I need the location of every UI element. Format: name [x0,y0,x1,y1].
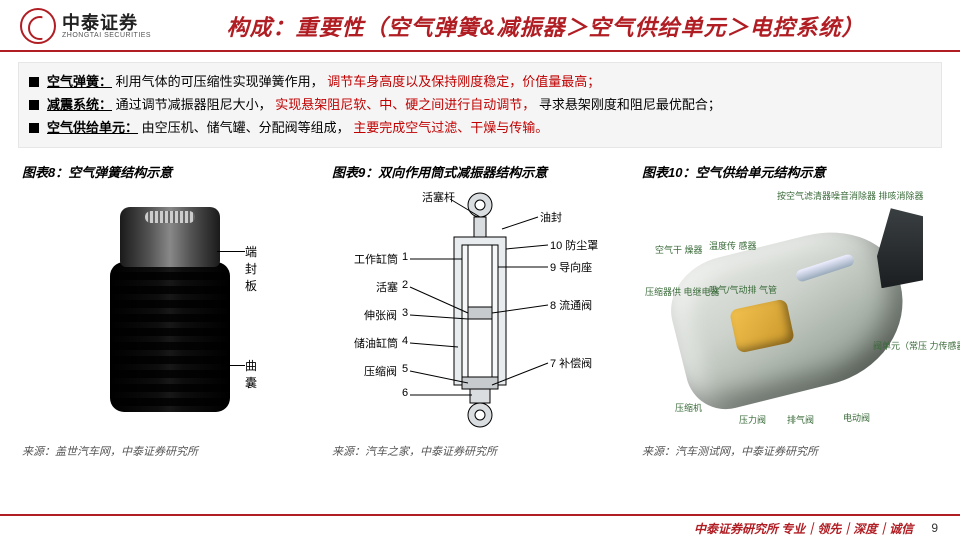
bullet-text-red: 主要完成空气过滤、干燥与传输。 [353,120,548,135]
bullet-text-red: 调节车身高度以及保持刚度稳定，价值量最高； [327,74,600,89]
damper-num: 3 [402,307,408,319]
bullet-item: 空气弹簧： 利用气体的可压缩性实现弹簧作用， 调节车身高度以及保持刚度稳定，价值… [29,71,931,94]
spring-slot [145,211,195,223]
bullet-text-red: 实现悬架阻尼软、中、硬之间进行自动调节， [275,97,535,112]
bullet-text: 由空压机、储气罐、分配阀等组成， [142,120,350,135]
supply-label: 空气干 燥器 [655,246,703,256]
figure-title: 图表8：空气弹簧结构示意 [22,162,318,181]
figure-body: 活塞杆 油封 工作缸筒 活塞 伸张阀 储油缸筒 压缩阀 1 2 3 4 5 6 … [332,187,628,437]
footer-motto: 中泰证券研究所 专业｜领先｜深度｜诚信 [694,520,913,537]
damper-label: 9 导向座 [550,259,592,275]
supply-label: 压力阀 [739,416,766,426]
bullet-label: 空气弹簧： [47,74,112,89]
damper-num: 2 [402,279,408,291]
damper-label: 7 补偿阀 [550,355,592,371]
logo-icon [20,8,56,44]
bullet-square-icon [29,100,39,110]
figure-10: 图表10：空气供给单元结构示意 按空气滤清器噪音消除器 排咳消除器 空气干 燥器… [642,158,938,459]
supply-label: 阀单元（常压 力传感器） [873,342,960,352]
bullet-list: 空气弹簧： 利用气体的可压缩性实现弹簧作用， 调节车身高度以及保持刚度稳定，价值… [18,62,942,148]
figure-source: 来源：汽车测试网，中泰证券研究所 [642,443,938,459]
logo-text-en: ZHONGTAI SECURITIES [62,32,151,39]
supply-label: 压缩机 [675,404,702,414]
damper-label: 压缩阀 [364,363,397,379]
figure-body: 按空气滤清器噪音消除器 排咳消除器 空气干 燥器 温度传 感器 压缩器供 电继电… [642,187,938,437]
figure-source: 来源：汽车之家，中泰证券研究所 [332,443,628,459]
logo-text-cn: 中泰证券 [62,14,151,32]
supply-label: 温度传 感器 [709,242,757,252]
figure-8: 图表8：空气弹簧结构示意 端封板 曲囊 来源：盖世汽车网，中泰证券研究所 [22,158,318,459]
bullet-text: 通过调节减振器阻尼大小， [116,97,272,112]
damper-label: 活塞 [376,279,398,295]
figures-row: 图表8：空气弹簧结构示意 端封板 曲囊 来源：盖世汽车网，中泰证券研究所 图表9… [0,154,960,459]
damper-label: 8 流通阀 [550,297,592,313]
supply-mount [877,208,923,288]
damper-num: 5 [402,363,408,375]
air-spring-illustration: 端封板 曲囊 [95,207,245,417]
bullet-item: 减震系统： 通过调节减振器阻尼大小， 实现悬架阻尼软、中、硬之间进行自动调节， … [29,94,931,117]
figure-title: 图表9：双向作用筒式减振器结构示意 [332,162,628,181]
damper-label: 伸张阀 [364,307,397,323]
figure-9: 图表9：双向作用筒式减振器结构示意 [332,158,628,459]
bullet-label: 减震系统： [47,97,112,112]
company-logo: 中泰证券 ZHONGTAI SECURITIES [20,8,151,44]
callout-end-plate: 端封板 [245,243,257,294]
damper-label: 油封 [540,209,562,225]
air-supply-illustration: 按空气滤清器噪音消除器 排咳消除器 空气干 燥器 温度传 感器 压缩器供 电继电… [645,192,935,432]
slide-header: 中泰证券 ZHONGTAI SECURITIES 构成：重要性（空气弹簧&减振器… [0,0,960,52]
bullet-square-icon [29,77,39,87]
bullet-square-icon [29,123,39,133]
bullet-label: 空气供给单元： [47,120,138,135]
slide-footer: 中泰证券研究所 专业｜领先｜深度｜诚信 9 [0,514,960,540]
figure-title: 图表10：空气供给单元结构示意 [642,162,938,181]
bullet-text-tail: 寻求悬架刚度和阻尼最优配合； [539,97,721,112]
damper-label: 活塞杆 [422,189,455,205]
supply-label: 按空气滤清器噪音消除器 排咳消除器 [777,192,924,202]
supply-label: 电动阀 [843,414,870,424]
damper-num: 1 [402,251,408,263]
callout-bellows: 曲囊 [245,357,257,391]
supply-label: 吸气/气动排 气管 [709,286,777,296]
spring-bellows [110,262,230,412]
damper-label: 工作缸筒 [354,251,398,267]
damper-illustration: 活塞杆 油封 工作缸筒 活塞 伸张阀 储油缸筒 压缩阀 1 2 3 4 5 6 … [350,187,610,437]
figure-source: 来源：盖世汽车网，中泰证券研究所 [22,443,318,459]
supply-label: 排气阀 [787,416,814,426]
bullet-text: 利用气体的可压缩性实现弹簧作用， [116,74,324,89]
slide-title: 构成：重要性（空气弹簧&减振器＞空气供给单元＞电控系统） [151,10,940,42]
damper-label: 10 防尘罩 [550,237,598,253]
damper-num: 6 [402,387,408,399]
damper-label: 储油缸筒 [354,335,398,351]
damper-num: 4 [402,335,408,347]
page-number: 9 [931,521,938,535]
figure-body: 端封板 曲囊 [22,187,318,437]
bullet-item: 空气供给单元： 由空压机、储气罐、分配阀等组成， 主要完成空气过滤、干燥与传输。 [29,117,931,140]
